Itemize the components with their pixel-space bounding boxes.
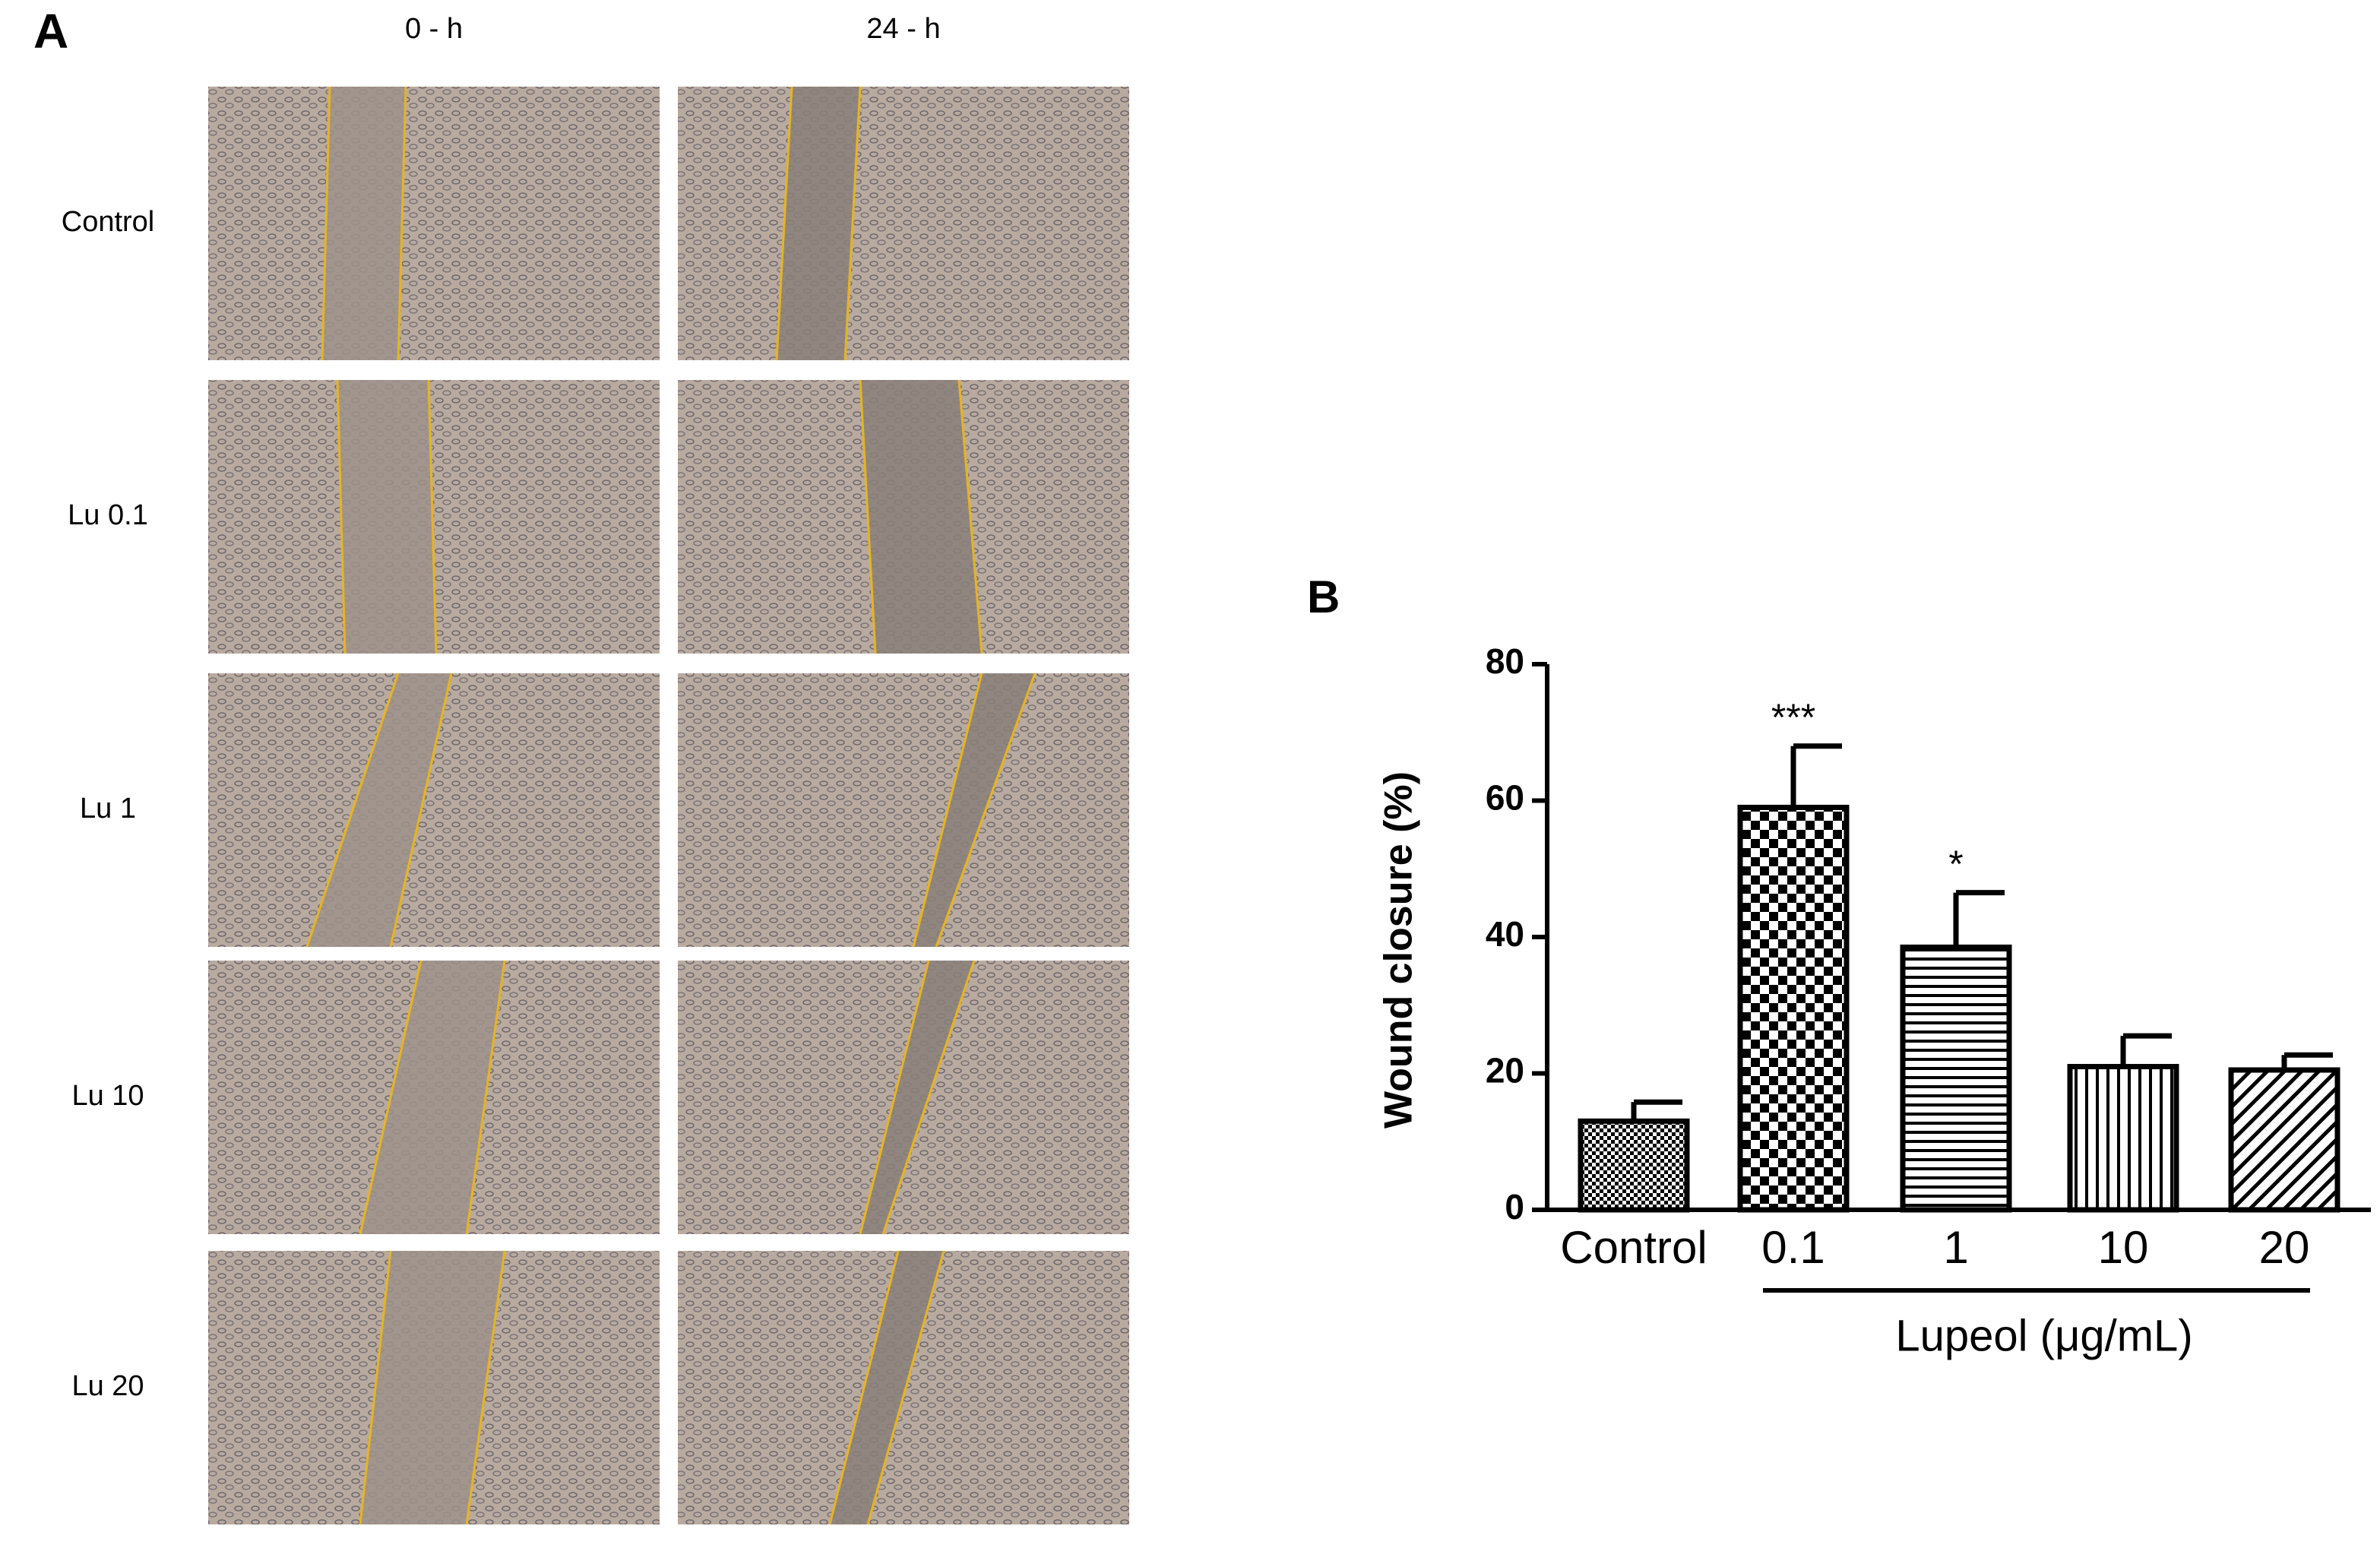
wound-edge: [775, 86, 793, 361]
wound-edge: [359, 1250, 392, 1525]
x-tick-label: Control: [1560, 1222, 1707, 1273]
wound-edge: [881, 960, 976, 1235]
bar: [1737, 804, 1850, 1213]
wound-edge: [935, 673, 1037, 948]
y-axis-label: Wound closure (%): [1377, 771, 1421, 1129]
panel-label: B: [1307, 571, 1340, 622]
column-header: 24 - h: [866, 13, 940, 45]
bar: [2228, 1067, 2340, 1213]
y-tick-label: 80: [1486, 641, 1524, 681]
wound-gap: [830, 1251, 944, 1524]
wound-edge: [305, 673, 400, 948]
group-label: Lupeol (μg/mL): [1895, 1311, 2192, 1360]
y-tick-label: 60: [1486, 778, 1524, 818]
row-label: Control: [62, 206, 155, 238]
bar: [2067, 1064, 2179, 1213]
wound-gap: [860, 961, 974, 1234]
wound-gap: [913, 673, 1035, 947]
x-tick-label: 20: [2259, 1222, 2310, 1273]
wound-edge: [336, 379, 347, 654]
row-label: Lu 0.1: [68, 499, 148, 531]
column-header: 0 - h: [405, 13, 463, 45]
significance: ***: [1771, 696, 1815, 739]
wound-edge: [397, 86, 407, 361]
wound-edge: [843, 86, 862, 361]
micrograph: [208, 87, 660, 360]
wound-gap: [307, 673, 451, 947]
wound-edge: [321, 86, 331, 361]
wound-edge: [465, 960, 506, 1235]
wound-gap: [337, 380, 436, 654]
wound-edge: [866, 1250, 945, 1525]
wound-edge: [359, 960, 423, 1235]
y-tick-label: 40: [1486, 914, 1524, 954]
wound-edge: [859, 379, 877, 654]
panel-label: A: [33, 4, 68, 59]
wound-gap: [860, 380, 982, 654]
significance: *: [1948, 843, 1963, 885]
wound-edge: [465, 1250, 506, 1525]
wound-edge: [957, 379, 983, 654]
y-tick-label: 0: [1505, 1187, 1524, 1227]
y-tick-label: 20: [1486, 1051, 1524, 1091]
row-label: Lu 20: [71, 1370, 144, 1402]
wound-gap: [360, 1251, 505, 1524]
bar: [1578, 1118, 1690, 1213]
row-label: Lu 1: [80, 793, 136, 825]
x-tick-label: 10: [2098, 1222, 2149, 1273]
micrograph: [678, 87, 1129, 360]
bar: [1900, 944, 2012, 1213]
wound-gap: [322, 87, 406, 360]
wound-gap: [360, 961, 505, 1234]
wound-edge: [389, 673, 453, 948]
row-label: Lu 10: [71, 1080, 144, 1112]
wound-edge: [859, 960, 930, 1235]
wound-edge: [912, 673, 983, 948]
x-tick-label: 1: [1943, 1222, 1968, 1273]
wound-gap: [777, 87, 860, 360]
x-tick-label: 0.1: [1761, 1222, 1825, 1273]
wound-edge: [427, 379, 438, 654]
wound-edge: [828, 1250, 900, 1525]
micrograph: [678, 673, 1129, 947]
